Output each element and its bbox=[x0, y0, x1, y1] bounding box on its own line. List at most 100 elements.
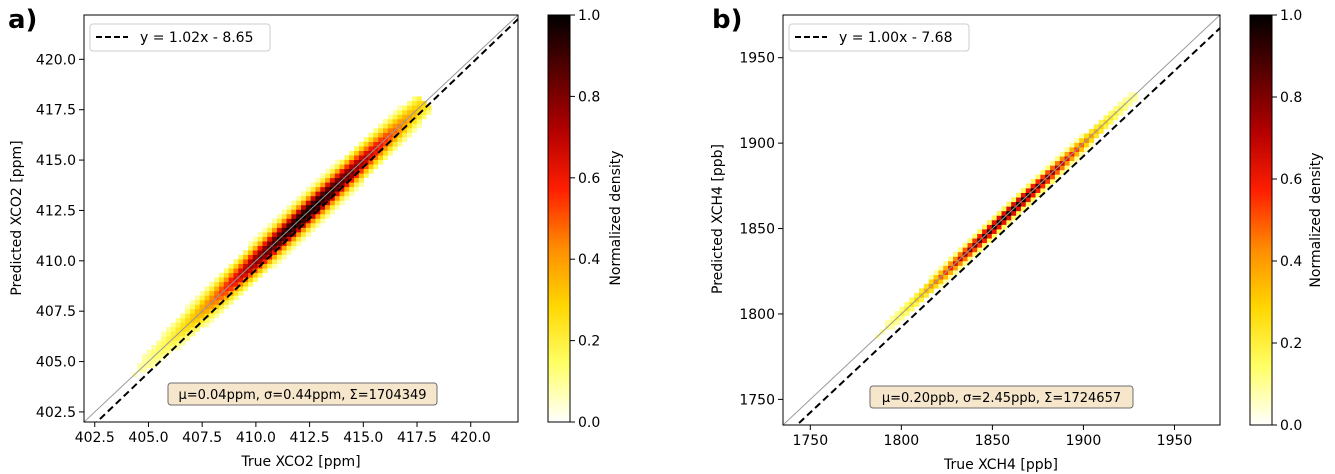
panel-a-density-cell bbox=[373, 132, 379, 138]
panel-a-density-cell bbox=[320, 209, 326, 215]
panel-a-density-cell bbox=[387, 137, 393, 142]
panel-a-density-cell bbox=[387, 150, 393, 156]
panel-a-density-cell bbox=[378, 128, 384, 133]
panel-a-density-cell bbox=[214, 277, 220, 283]
panel-a-density-cell bbox=[194, 308, 201, 314]
panel-a-density-cell bbox=[238, 268, 244, 274]
panel-a-density-cell bbox=[329, 209, 336, 215]
panel-a-density-cell bbox=[252, 241, 258, 246]
panel-a-density-cell bbox=[368, 155, 374, 161]
panel-b-density-cell bbox=[1016, 197, 1022, 203]
panel-a-density-cell bbox=[238, 286, 244, 292]
panel-a-x-tick-label: 420.0 bbox=[451, 430, 491, 446]
panel-a-legend-box bbox=[89, 23, 271, 52]
panel-b-density-cell bbox=[996, 215, 1002, 221]
panel-a-density-cell bbox=[349, 173, 355, 179]
panel-b-x-tick-label: 1850 bbox=[975, 433, 1011, 449]
panel-b-y-ticks: 1750 1800 1850 1900 1950 bbox=[739, 51, 783, 408]
panel-a-density-cell bbox=[411, 96, 418, 102]
panel-a-density-cell bbox=[329, 177, 336, 183]
panel-a-density-cell bbox=[315, 195, 321, 201]
panel-a-density-cell bbox=[247, 250, 254, 255]
panel-b-density-cell bbox=[1103, 124, 1109, 130]
panel-b-density-cell bbox=[1035, 174, 1041, 180]
panel-b-density-cell bbox=[1006, 215, 1012, 221]
panel-a-density-cell bbox=[378, 150, 384, 156]
panel-a-density-cell bbox=[286, 232, 292, 237]
panel-b-density-cell bbox=[928, 288, 934, 294]
panel-b-density-cell bbox=[948, 270, 954, 275]
panel-a-x-axis-label: True XCO2 [ppm] bbox=[240, 454, 360, 470]
panel-b-stats-background bbox=[869, 385, 1134, 409]
panel-b-density-cell bbox=[1079, 138, 1085, 143]
panel-a-density-cell bbox=[329, 173, 336, 179]
panel-a-density-cell bbox=[373, 150, 379, 156]
panel-a-density-cell bbox=[272, 259, 278, 265]
panel-b-density-cell bbox=[943, 265, 949, 271]
panel-a-density-cell bbox=[320, 191, 326, 197]
panel-a-density-cell bbox=[291, 200, 297, 206]
panel-a-density-cell bbox=[301, 218, 307, 224]
panel-a-density-cell bbox=[344, 164, 350, 170]
panel-a-x-tick-label: 417.5 bbox=[397, 430, 437, 446]
panel-b-density-cell bbox=[1093, 133, 1099, 139]
panel-b-stats-text: μ=0.20ppb, σ=2.45ppb, Σ=1724657 bbox=[882, 391, 1121, 406]
panel-a-density-cell bbox=[407, 132, 413, 138]
panel-a-density-cell bbox=[180, 313, 186, 319]
panel-a-density-cell bbox=[339, 186, 345, 192]
panel-a-density-cell bbox=[392, 132, 398, 138]
panel-a-density-cell bbox=[407, 109, 413, 115]
panel-a-density-cell bbox=[349, 164, 355, 170]
panel-a-density-cell bbox=[209, 304, 215, 310]
panel-a-density-cell bbox=[310, 223, 316, 228]
panel-b-density-cell bbox=[1006, 220, 1012, 225]
panel-a-density-cell bbox=[315, 204, 321, 210]
panel-a-density-cell bbox=[156, 358, 162, 364]
panel-a-density-cell bbox=[416, 114, 422, 120]
panel-b-density-cell bbox=[1040, 183, 1046, 189]
panel-a-density-cell bbox=[194, 295, 201, 301]
panel-b-density-cell bbox=[967, 251, 973, 257]
panel-a-density-cell bbox=[334, 173, 340, 179]
panel-a-density-cell bbox=[329, 200, 336, 206]
panel-a-density-cell bbox=[223, 304, 229, 310]
panel-a-density-cell bbox=[223, 277, 229, 283]
panel-a-density-cell bbox=[199, 313, 205, 319]
panel-a-density-cell bbox=[325, 213, 331, 219]
panel-b-density-cell bbox=[1069, 142, 1075, 148]
panel-a-density-cell bbox=[262, 268, 268, 274]
panel-a-density-cell bbox=[262, 254, 268, 260]
panel-a-fit-line bbox=[95, 18, 518, 422]
panel-a-density-cell bbox=[146, 349, 152, 355]
panel-a-density-cell bbox=[190, 313, 196, 319]
panel-a-density-cell bbox=[175, 340, 181, 346]
panel-b-density-cell bbox=[1059, 156, 1065, 162]
panel-a-density-cell bbox=[363, 150, 369, 156]
panel-a-density-cell bbox=[373, 155, 379, 161]
panel-a-density-cell bbox=[334, 164, 340, 170]
panel-a-density-cell bbox=[257, 241, 263, 246]
panel-a-density-cell bbox=[185, 313, 191, 319]
panel-a-colorbar-tick-label: 0.2 bbox=[578, 334, 600, 350]
panel-b-density-cell bbox=[933, 283, 939, 289]
panel-a-density-cell bbox=[185, 327, 191, 332]
panel-a-density-cell bbox=[257, 245, 263, 251]
panel-b-density-cell bbox=[1074, 142, 1080, 148]
panel-a-density-cell bbox=[257, 232, 263, 237]
panel-a-density-cell bbox=[382, 141, 389, 147]
panel-b-density-cell bbox=[1030, 183, 1036, 189]
panel-b-density-cell bbox=[904, 302, 910, 307]
panel-b-density-cell bbox=[982, 224, 988, 230]
panel-a-density-cell bbox=[286, 250, 292, 255]
panel-a-density-cell bbox=[209, 317, 215, 323]
panel-a-density-cell bbox=[228, 268, 234, 274]
panel-a-density-cell bbox=[252, 250, 258, 255]
panel-b-density-cell bbox=[986, 220, 993, 225]
panel-a-density-cell bbox=[387, 123, 393, 129]
panel-b-colorbar-tick-label: 1.0 bbox=[1280, 8, 1302, 24]
panel-a-density-cell bbox=[325, 186, 331, 192]
panel-a-density-cell bbox=[194, 317, 201, 323]
panel-a-colorbar-label: Normalized density bbox=[608, 150, 624, 285]
panel-a-density-cell bbox=[190, 322, 196, 328]
panel-a-density-cell bbox=[219, 304, 225, 310]
